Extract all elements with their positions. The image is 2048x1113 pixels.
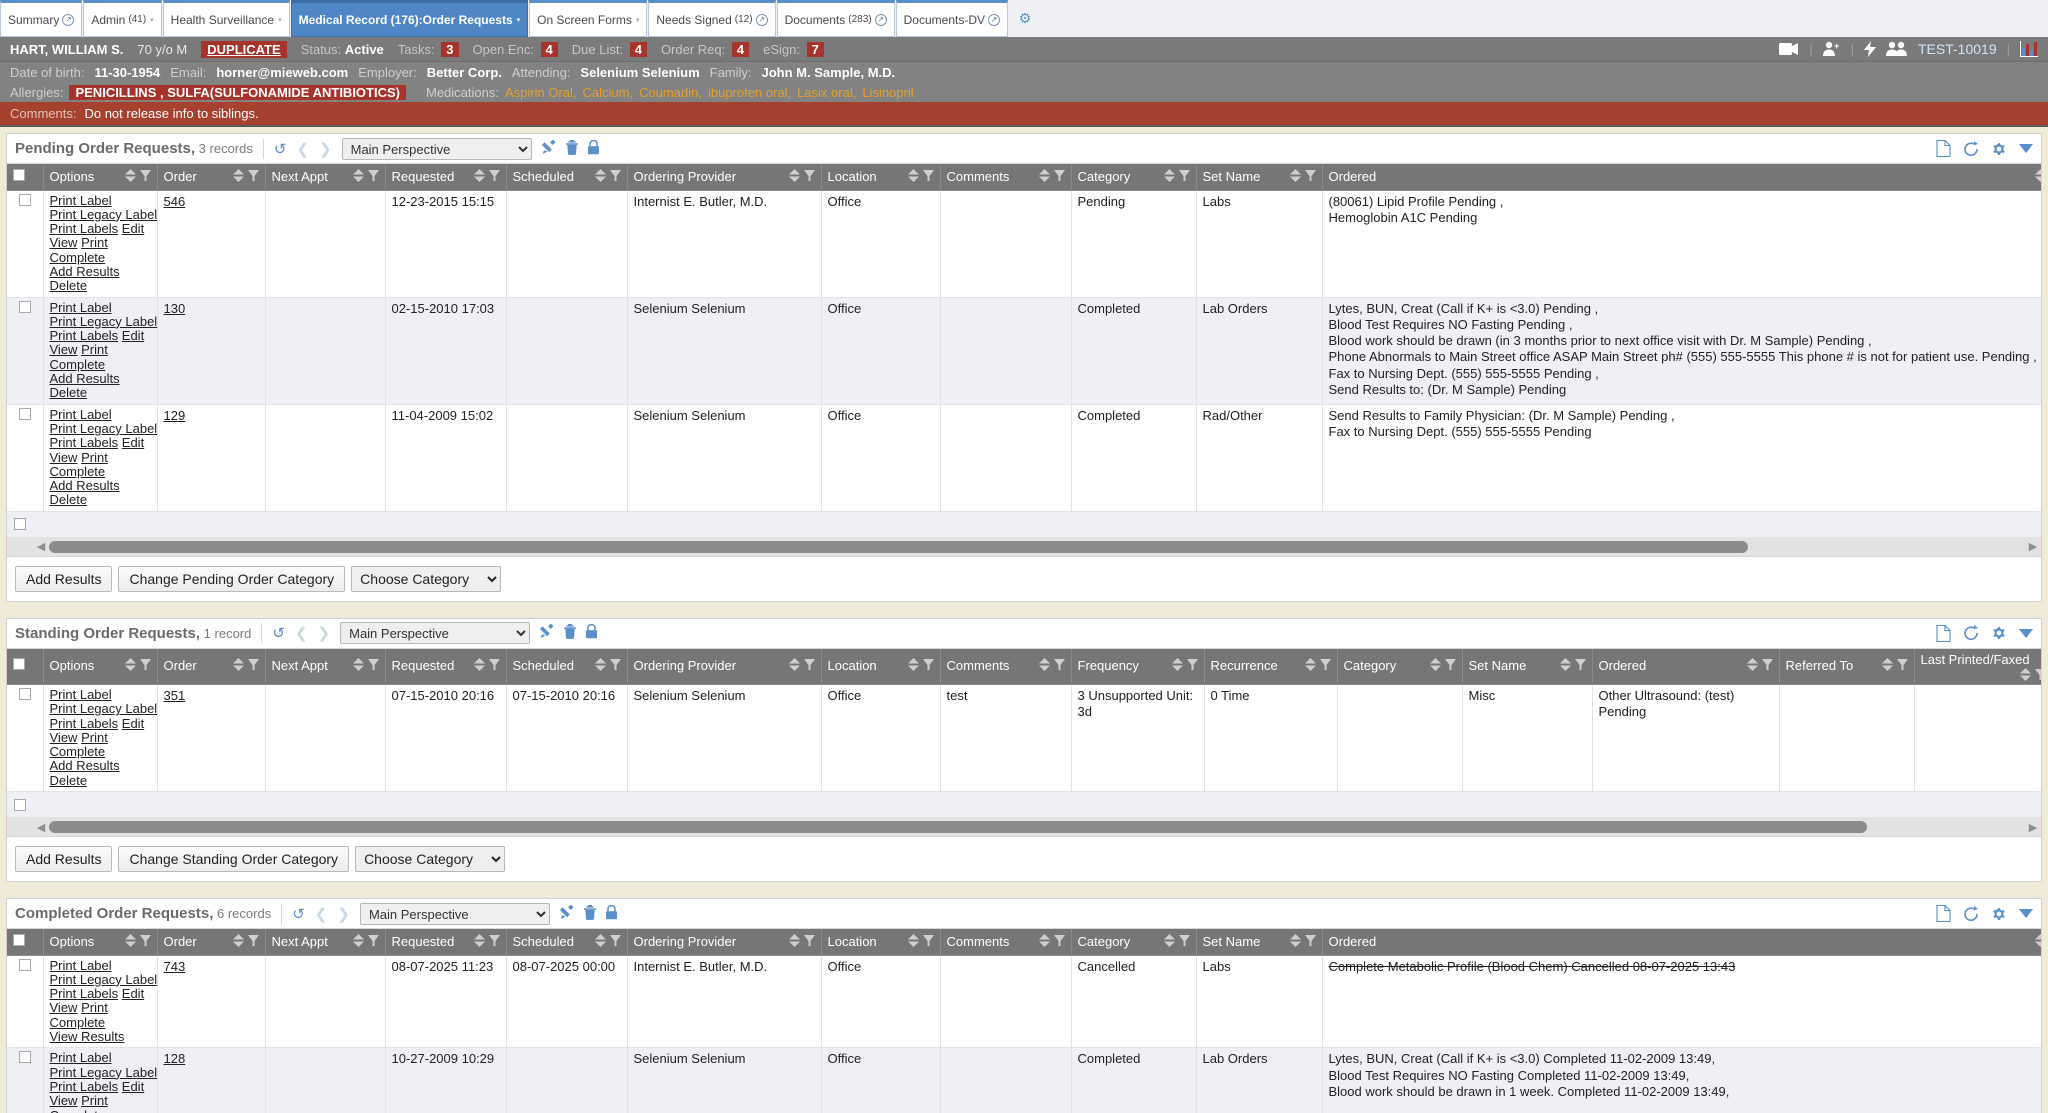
svg-text:+: + [1834,41,1839,51]
